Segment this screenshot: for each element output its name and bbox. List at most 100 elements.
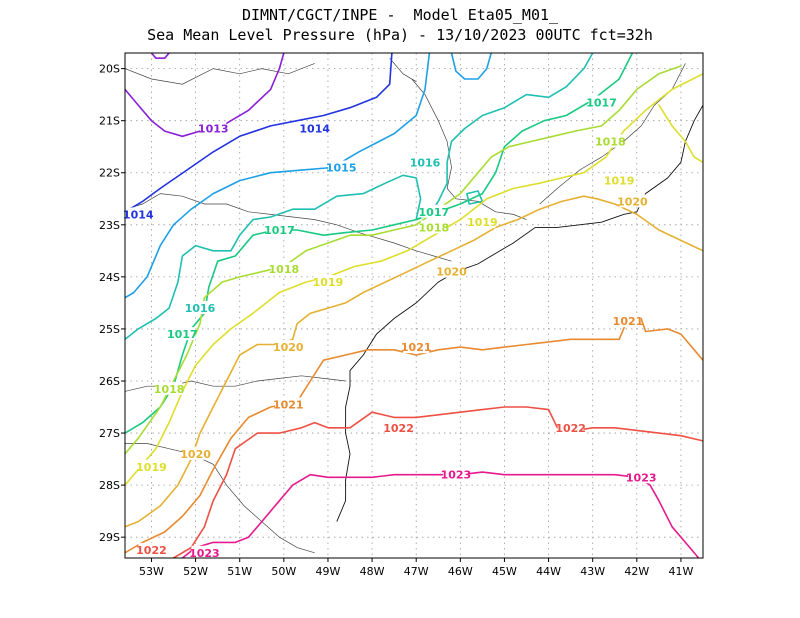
map-frame: [124, 52, 704, 559]
isobar-label-bg: [628, 470, 655, 484]
lon-tick-label: 42W: [624, 565, 649, 578]
isobar-label-1018: 1018: [154, 383, 185, 396]
lon-tick-label: 48W: [360, 565, 385, 578]
lon-tick-label: 47W: [404, 565, 429, 578]
isobar-label-1018: 1018: [595, 136, 626, 149]
isobar-1019: [658, 104, 703, 164]
isobar-label-bg: [138, 459, 165, 473]
isobar-label-1019: 1019: [313, 276, 344, 289]
isobar-1016: [466, 190, 484, 205]
isobar-1013: [150, 53, 170, 59]
lat-tick-label: 29S: [99, 531, 120, 544]
isobar-label-1014: 1014: [299, 122, 330, 135]
isobar-label-bg: [469, 215, 496, 229]
isobar-label-1020: 1020: [617, 195, 648, 208]
isobar-label-bg: [200, 121, 227, 135]
isobar-1017: [125, 53, 634, 434]
isobar-1016: [125, 53, 594, 341]
isobar-label-bg: [606, 173, 633, 187]
map-title-line-2: Sea Mean Level Pressure (hPa) - 13/10/20…: [147, 26, 653, 44]
isobar-label-1019: 1019: [604, 175, 635, 188]
map-title-line-1: DIMNT/CGCT/INPE - Model Eta05_M01_: [241, 6, 559, 24]
isobar-label-bg: [125, 207, 152, 221]
lat-tick-label: 27S: [99, 427, 120, 440]
isobar-label-bg: [266, 223, 293, 237]
border-line: [125, 193, 452, 262]
isobar-1022: [172, 406, 703, 558]
isobar-label-1023: 1023: [626, 471, 657, 484]
isobar-label-bg: [270, 262, 297, 276]
lon-tick-label: 49W: [316, 565, 341, 578]
isobar-label-1016: 1016: [410, 156, 441, 169]
isobar-label-1013: 1013: [198, 122, 229, 135]
isobar-label-1022: 1022: [555, 422, 586, 435]
isobar-label-1020: 1020: [180, 448, 211, 461]
isobar-1019: [125, 73, 703, 486]
isobar-1020: [125, 195, 703, 528]
border-line: [125, 443, 315, 554]
isobar-label-bg: [156, 381, 183, 395]
lat-tick-label: 26S: [99, 375, 120, 388]
lon-tick-label: 44W: [536, 565, 561, 578]
lat-tick-label: 28S: [99, 479, 120, 492]
isobar-1014: [125, 53, 393, 213]
isobar-label-bg: [614, 314, 641, 328]
isobar-label-1017: 1017: [419, 206, 450, 219]
isobar-label-1022: 1022: [383, 422, 414, 435]
isobar-labels: 1013 1014 1014 1015 1016 1016 1017 1017 1017 1017…: [123, 95, 657, 560]
isobar-label-bg: [442, 467, 469, 481]
isobar-label-1017: 1017: [167, 328, 198, 341]
isobar-label-bg: [412, 155, 439, 169]
lon-tick-label: 53W: [139, 565, 164, 578]
isobar-label-bg: [191, 545, 218, 559]
isobar-label-bg: [420, 204, 447, 218]
isobar-1013: [125, 53, 285, 138]
lat-tick-label: 20S: [99, 63, 120, 76]
isobar-1015: [125, 53, 431, 299]
isobar-label-bg: [187, 301, 214, 315]
border-line: [389, 57, 417, 82]
isobar-label-1021: 1021: [401, 341, 432, 354]
isobar-label-bg: [275, 340, 302, 354]
isobar-label-bg: [403, 340, 430, 354]
isobar-1015: [450, 53, 492, 80]
isobar-label-1023: 1023: [441, 469, 472, 482]
isobar-label-bg: [588, 95, 615, 109]
isobar-label-1019: 1019: [136, 461, 167, 474]
axis-ticks: 53W 52W 51W 50W 49W 48W 47W 46W 45W 44W 43W 42W 41W 2…: [99, 63, 693, 578]
isobar-label-bg: [182, 446, 209, 460]
isobar-label-1014: 1014: [123, 208, 154, 221]
isobar-label-1021: 1021: [613, 315, 644, 328]
coastline-line: [336, 104, 703, 522]
isobar-label-1019: 1019: [467, 216, 498, 229]
isobar-label-1022: 1022: [136, 544, 167, 557]
isobar-label-bg: [138, 543, 165, 557]
lon-tick-label: 50W: [271, 565, 296, 578]
isobar-label-1015: 1015: [326, 162, 357, 175]
lon-tick-label: 45W: [492, 565, 517, 578]
lon-tick-label: 46W: [448, 565, 473, 578]
isobar-label-1017: 1017: [586, 96, 617, 109]
isobar-1018: [125, 65, 682, 455]
isobar-label-bg: [301, 121, 328, 135]
isobar-label-1021: 1021: [273, 398, 304, 411]
isobar-label-1020: 1020: [273, 341, 304, 354]
lat-tick-label: 21S: [99, 115, 120, 128]
isobar-label-1017: 1017: [264, 224, 295, 237]
border-line: [411, 78, 527, 220]
lon-tick-label: 51W: [227, 565, 252, 578]
lon-tick-label: 41W: [669, 565, 694, 578]
lon-tick-label: 43W: [580, 565, 605, 578]
isobar-label-bg: [420, 220, 447, 234]
isobar-label-1018: 1018: [419, 221, 450, 234]
isobar-label-1016: 1016: [185, 302, 216, 315]
isobar-label-1023: 1023: [189, 547, 220, 560]
isobar-label-bg: [169, 327, 196, 341]
isobar-label-1018: 1018: [269, 263, 300, 276]
isobar-label-bg: [314, 275, 341, 289]
lat-tick-label: 22S: [99, 167, 120, 180]
isobar-label-bg: [619, 194, 646, 208]
lat-tick-label: 23S: [99, 219, 120, 232]
coastline: [336, 104, 703, 522]
